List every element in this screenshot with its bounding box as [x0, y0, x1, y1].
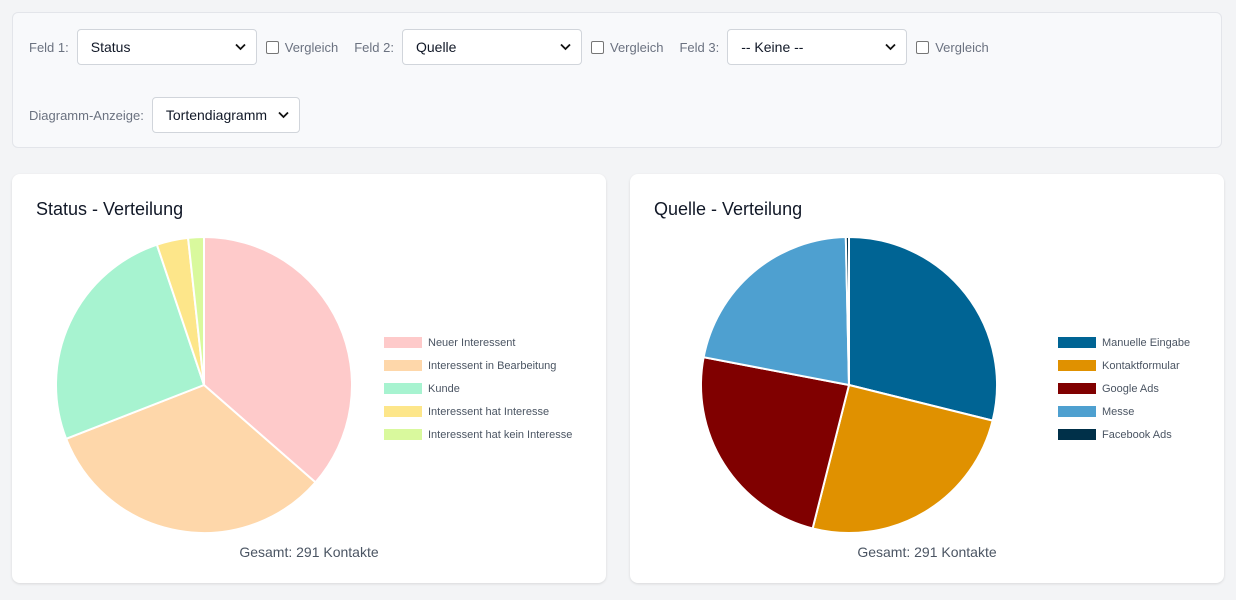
- field1-compare-label: Vergleich: [284, 39, 339, 55]
- field1-value: Status: [90, 39, 131, 55]
- chart-total: Gesamt: 291 Kontakte: [857, 544, 997, 560]
- chart-title: Status - Verteilung: [36, 199, 184, 219]
- legend-item[interactable]: Neuer Interessent: [384, 331, 572, 354]
- field1-compare-checkbox[interactable]: [265, 40, 279, 54]
- field1-compare[interactable]: Vergleich: [265, 39, 339, 55]
- field2-compare[interactable]: Vergleich: [590, 39, 664, 55]
- chevron-down-icon: [235, 43, 246, 51]
- field2-compare-checkbox[interactable]: [590, 40, 604, 54]
- pie-slice-2[interactable]: [64, 383, 317, 534]
- chart-total: Gesamt: 291 Kontakte: [239, 544, 379, 560]
- field2-compare-label: Vergleich: [609, 39, 664, 55]
- status-pie-chart: [55, 235, 353, 534]
- legend-label: Neuer Interessent: [428, 336, 516, 349]
- field1-label: Feld 1:: [29, 39, 69, 55]
- pie-slice-3[interactable]: [700, 356, 851, 530]
- legend-item[interactable]: Interessent in Bearbeitung: [384, 354, 572, 377]
- pie-slice-3[interactable]: [55, 243, 206, 441]
- legend-swatch: [1058, 337, 1096, 348]
- legend-item[interactable]: Interessent hat kein Interesse: [384, 423, 572, 446]
- legend-item[interactable]: Interessent hat Interesse: [384, 400, 572, 423]
- legend-swatch: [384, 337, 422, 348]
- legend-label: Manuelle Eingabe: [1102, 336, 1191, 349]
- pie-slice-2[interactable]: [811, 383, 994, 534]
- source-legend: Manuelle Eingabe Kontaktformular Google Ad…: [1058, 331, 1190, 446]
- legend-label: Interessent in Bearbeitung: [428, 359, 557, 372]
- legend-swatch: [1058, 406, 1096, 417]
- legend-item[interactable]: Facebook Ads: [1058, 423, 1190, 446]
- source-pie-chart: [700, 235, 998, 534]
- legend-item[interactable]: Messe: [1058, 400, 1190, 423]
- field2-label: Feld 2:: [354, 39, 394, 55]
- pie-slice-5[interactable]: [186, 235, 205, 386]
- chevron-down-icon: [278, 111, 289, 119]
- legend-swatch: [384, 406, 422, 417]
- legend-item[interactable]: Kontaktformular: [1058, 354, 1190, 377]
- filter-row-display: Diagramm-Anzeige: Tortendiagramm: [29, 97, 309, 133]
- status-chart-card: Status - Verteilung Neuer Interessent Int…: [12, 174, 606, 583]
- chart-display-select[interactable]: Tortendiagramm: [151, 97, 300, 133]
- field2-value: Quelle: [415, 39, 457, 55]
- chart-title: Quelle - Verteilung: [654, 199, 803, 219]
- pie-slice-5[interactable]: [844, 235, 850, 386]
- chart-display-value: Tortendiagramm: [165, 107, 268, 123]
- legend-label: Kontaktformular: [1102, 359, 1180, 372]
- chevron-down-icon: [560, 43, 571, 51]
- legend-label: Google Ads: [1102, 382, 1159, 395]
- legend-label: Interessent hat kein Interesse: [428, 428, 573, 441]
- field3-compare-label: Vergleich: [935, 39, 989, 55]
- source-chart-card: Quelle - Verteilung Manuelle Eingabe Kont…: [630, 174, 1224, 583]
- legend-label: Facebook Ads: [1102, 428, 1172, 441]
- legend-swatch: [384, 383, 422, 394]
- pie-slice-1[interactable]: [848, 235, 998, 422]
- legend-item[interactable]: Kunde: [384, 377, 572, 400]
- pie-slice-4[interactable]: [702, 236, 851, 387]
- legend-swatch: [1058, 383, 1096, 394]
- legend-swatch: [384, 360, 422, 371]
- legend-swatch: [1058, 429, 1096, 440]
- pie-slice-1[interactable]: [203, 235, 353, 484]
- chart-display-label: Diagramm-Anzeige:: [29, 107, 144, 123]
- chevron-down-icon: [885, 43, 896, 51]
- legend-swatch: [1058, 360, 1096, 371]
- status-legend: Neuer Interessent Interessent in Bearbeit…: [384, 331, 572, 446]
- legend-label: Interessent hat Interesse: [428, 405, 550, 418]
- legend-swatch: [384, 429, 422, 440]
- field3-value: -- Keine --: [741, 39, 804, 55]
- legend-item[interactable]: Manuelle Eingabe: [1058, 331, 1190, 354]
- field3-compare-checkbox[interactable]: [916, 40, 930, 54]
- field3-compare[interactable]: Vergleich: [916, 39, 989, 55]
- field3-label: Feld 3:: [679, 39, 720, 55]
- legend-label: Kunde: [428, 382, 460, 395]
- field1-select[interactable]: Status: [76, 29, 257, 65]
- field2-select[interactable]: Quelle: [401, 29, 582, 65]
- filter-panel: Feld 1: Status Vergleich Feld 2: Quelle …: [12, 12, 1222, 148]
- field3-select[interactable]: -- Keine --: [727, 29, 908, 65]
- legend-item[interactable]: Google Ads: [1058, 377, 1190, 400]
- filter-row-fields: Feld 1: Status Vergleich Feld 2: Quelle …: [29, 29, 1005, 65]
- legend-label: Messe: [1102, 405, 1135, 418]
